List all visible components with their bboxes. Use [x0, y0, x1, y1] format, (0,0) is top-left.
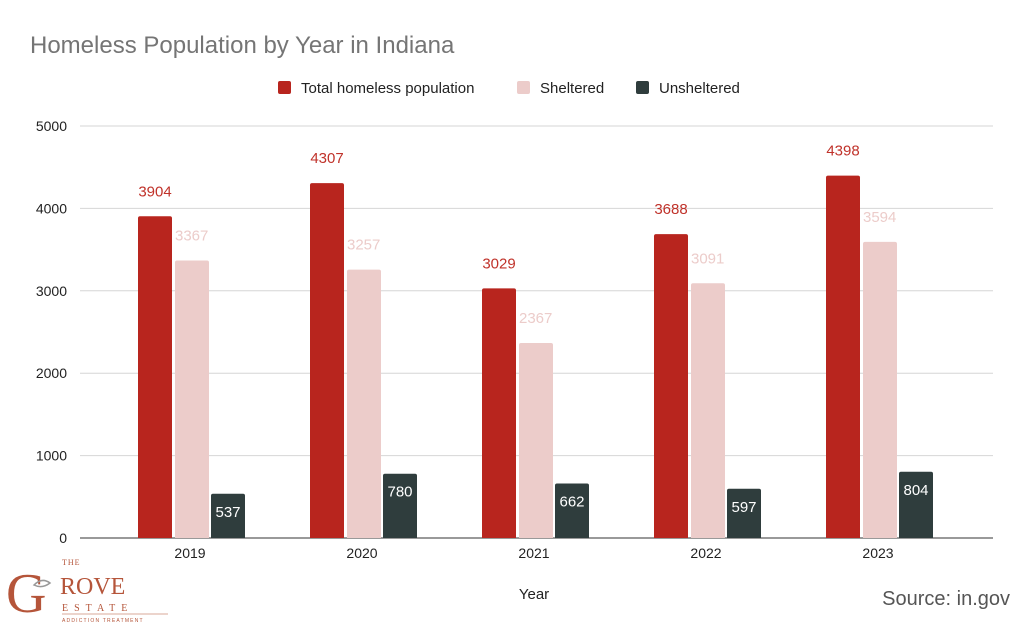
y-tick-label: 5000: [36, 118, 67, 134]
bar-sheltered: [519, 342, 553, 538]
y-tick-label: 0: [59, 530, 67, 546]
data-label: 2367: [519, 310, 552, 327]
logo-letter-g: G: [6, 563, 46, 625]
data-label: 597: [731, 499, 756, 516]
bar-total-homeless-population: [138, 216, 172, 538]
bar-unsheltered: [383, 473, 417, 538]
x-tick-label: 2020: [346, 545, 377, 561]
bar-total-homeless-population: [482, 288, 516, 538]
x-tick-label: 2021: [518, 545, 549, 561]
bar-sheltered: [175, 260, 209, 538]
x-tick-label: 2022: [690, 545, 721, 561]
logo-the: THE: [62, 558, 81, 567]
y-tick-label: 4000: [36, 200, 67, 216]
y-tick-label: 3000: [36, 283, 67, 299]
logo-rove: ROVE: [60, 574, 125, 600]
grove-estate-logo: G THE ROVE ESTATE ADDICTION TREATMENT: [6, 558, 168, 625]
data-label: 3091: [691, 250, 724, 267]
data-label: 3029: [482, 255, 515, 272]
bar-sheltered: [347, 269, 381, 538]
legend-swatch: [636, 81, 649, 94]
bar-sheltered: [691, 283, 725, 538]
legend: Total homeless population Sheltered Unshel…: [278, 80, 740, 97]
legend-label: Unsheltered: [659, 80, 740, 97]
legend-swatch: [278, 81, 291, 94]
chart-title: Homeless Population by Year in Indiana: [30, 32, 455, 59]
data-label: 780: [387, 484, 412, 501]
data-label: 4307: [310, 150, 343, 167]
bar-unsheltered: [211, 493, 245, 538]
data-label: 804: [903, 482, 928, 499]
legend-swatch: [517, 81, 530, 94]
bar-unsheltered: [727, 488, 761, 538]
bar-total-homeless-population: [310, 183, 344, 538]
bars: 3904 3367 537 4307 3257 780 3029 2367 662 3688 309…: [138, 143, 933, 538]
logo-estate: ESTATE: [62, 603, 133, 614]
x-axis-label: Year: [519, 586, 549, 603]
bar-unsheltered: [899, 471, 933, 538]
y-tick-label: 1000: [36, 448, 67, 464]
bar-unsheltered: [555, 483, 589, 538]
legend-label: Total homeless population: [301, 80, 474, 97]
data-label: 3257: [347, 237, 380, 254]
data-label: 3904: [138, 183, 171, 200]
data-label: 4398: [826, 143, 859, 160]
data-label: 537: [215, 504, 240, 521]
leaf-icon: [32, 579, 52, 588]
bar-total-homeless-population: [654, 234, 688, 538]
logo-tagline: ADDICTION TREATMENT: [62, 618, 144, 624]
bar-sheltered: [863, 241, 897, 538]
data-label: 3367: [175, 228, 208, 245]
x-tick-label: 2023: [862, 545, 893, 561]
x-tick-labels: 2019 2020 2021 2022 2023: [174, 545, 893, 561]
source-note: Source: in.gov: [882, 588, 1010, 610]
y-tick-label: 2000: [36, 365, 67, 381]
data-label: 3594: [863, 209, 896, 226]
data-label: 662: [559, 493, 584, 510]
bar-total-homeless-population: [826, 175, 860, 538]
legend-label: Sheltered: [540, 80, 604, 97]
data-label: 3688: [654, 201, 687, 218]
x-tick-label: 2019: [174, 545, 205, 561]
